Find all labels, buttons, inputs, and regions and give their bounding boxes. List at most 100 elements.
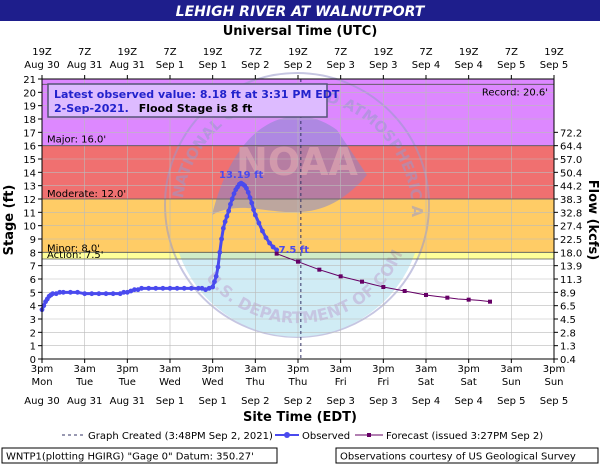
flow-tick-label: 0.4 — [560, 355, 576, 366]
stage-tick-label: 4 — [30, 302, 36, 313]
utc-tick-hour: 19Z — [203, 47, 223, 58]
stage-tick-label: 14 — [23, 168, 36, 179]
site-tick-date: Sep 4 — [412, 396, 440, 407]
stage-tick-label: 1 — [30, 342, 36, 353]
flow-tick-label: 64.4 — [560, 142, 582, 153]
utc-tick-hour: 7Z — [419, 47, 432, 58]
chart-title: LEHIGH RIVER AT WALNUTPORT — [176, 4, 426, 20]
utc-tick-hour: 7Z — [334, 47, 347, 58]
forecast-point — [488, 299, 492, 304]
forecast-point — [296, 259, 300, 264]
legend-graph-created: Graph Created (3:48PM Sep 2, 2021) — [88, 431, 273, 442]
stage-tick-label: 7 — [30, 262, 36, 273]
observed-point — [222, 219, 228, 225]
utc-tick-hour: 19Z — [32, 47, 52, 58]
observed-point — [132, 287, 137, 293]
site-tick-date: Sep 2 — [241, 396, 269, 407]
flow-tick-label: 2.8 — [560, 328, 576, 339]
flow-axis: 0.4 1.3 2.8 4.5 6.5 8.9 11.3 13.9 18.0 22.5 27.4 32… — [554, 128, 582, 366]
flow-tick-label: 72.2 — [560, 128, 582, 139]
site-tick-day: Sat — [460, 377, 476, 388]
site-tick-date: Sep 2 — [284, 396, 312, 407]
site-tick-date: Sep 5 — [497, 396, 525, 407]
site-tick-hour: 3pm — [287, 364, 309, 375]
site-tick-hour: 3am — [415, 364, 437, 375]
site-tick-day: Fri — [335, 377, 347, 388]
observed-point — [96, 291, 102, 297]
observed-point — [260, 228, 265, 234]
observed-point — [263, 235, 269, 241]
peak-annotation: 13.19 ft — [219, 170, 263, 181]
forecast-point — [445, 295, 450, 300]
stage-tick-label: 11 — [23, 208, 36, 219]
stage-tick-label: 2 — [30, 328, 36, 339]
legend-forecast: Forecast (issued 3:27PM Sep 2) — [386, 431, 543, 442]
utc-tick-date: Sep 4 — [412, 60, 440, 71]
stage-tick-label: 10 — [23, 222, 36, 233]
latest-value-line1: Latest observed value: 8.18 ft at 3:31 P… — [54, 88, 340, 101]
observed-point — [245, 189, 251, 195]
site-tick-day: Thu — [288, 377, 308, 388]
utc-tick-date: Sep 3 — [369, 60, 397, 71]
forecast-point — [274, 251, 279, 256]
utc-tick-hour: 7Z — [505, 47, 518, 58]
flow-tick-label: 27.4 — [560, 222, 582, 233]
major-stage-label: Major: 16.0' — [47, 135, 106, 146]
observed-point — [121, 289, 127, 295]
title-bar — [0, 0, 600, 21]
utc-tick-hour: 7Z — [163, 47, 176, 58]
stage-tick-label: 5 — [30, 288, 36, 299]
observed-point — [68, 289, 73, 295]
observed-point — [231, 191, 237, 197]
observed-point — [215, 264, 221, 270]
flow-tick-label: 38.3 — [560, 195, 582, 206]
flow-tick-label: 22.5 — [560, 235, 582, 246]
site-tick-hour: 3am — [244, 364, 266, 375]
observed-point — [89, 291, 95, 297]
observed-point — [146, 285, 152, 291]
utc-tick-hour: 19Z — [544, 47, 564, 58]
observed-point — [244, 185, 249, 191]
observed-point — [188, 285, 194, 291]
flow-tick-label: 4.5 — [560, 315, 576, 326]
site-tick-hour: 3am — [500, 364, 522, 375]
observed-point — [226, 208, 232, 214]
utc-axis-label: Universal Time (UTC) — [223, 24, 378, 39]
stage-tick-label: 3 — [30, 315, 36, 326]
site-tick-day: Wed — [202, 377, 224, 388]
stage-tick-label: 19 — [23, 102, 36, 113]
stage-tick-label: 8 — [30, 248, 36, 259]
site-tick-date: Sep 3 — [326, 396, 354, 407]
flow-tick-label: 44.2 — [560, 182, 582, 193]
site-tick-day: Sat — [418, 377, 434, 388]
utc-tick-date: Aug 30 — [24, 60, 59, 71]
flow-tick-label: 11.3 — [560, 275, 582, 286]
forecast-point — [360, 279, 364, 284]
site-tick-date: Sep 3 — [369, 396, 397, 407]
noaa-water — [179, 253, 415, 337]
record-stage-label: Record: 20.6' — [482, 87, 548, 98]
noaa-text: NOAA — [236, 140, 358, 184]
flow-tick-label: 1.3 — [560, 342, 576, 353]
utc-tick-hour: 7Z — [78, 47, 91, 58]
observed-point — [103, 291, 109, 297]
site-tick-hour: 3am — [159, 364, 181, 375]
utc-tick-date: Sep 5 — [497, 60, 525, 71]
utc-tick-date: Sep 5 — [540, 60, 568, 71]
observed-point — [220, 225, 226, 231]
observed-point — [160, 285, 166, 291]
latest-value-box: Latest observed value: 8.18 ft at 3:31 P… — [47, 83, 340, 118]
site-axis-label: Site Time (EDT) — [243, 410, 357, 425]
stage-tick-label: 18 — [23, 115, 36, 126]
utc-tick-date: Aug 31 — [67, 60, 102, 71]
utc-tick-date: Sep 1 — [156, 60, 184, 71]
observed-point — [247, 195, 253, 201]
site-tick-day: Mon — [31, 377, 52, 388]
footer-right-box — [335, 447, 599, 464]
stage-tick-label: 12 — [23, 195, 36, 206]
utc-tick-date: Sep 3 — [326, 60, 354, 71]
site-tick-date: Sep 4 — [454, 396, 482, 407]
observed-point — [210, 284, 216, 290]
observed-point — [139, 285, 144, 291]
